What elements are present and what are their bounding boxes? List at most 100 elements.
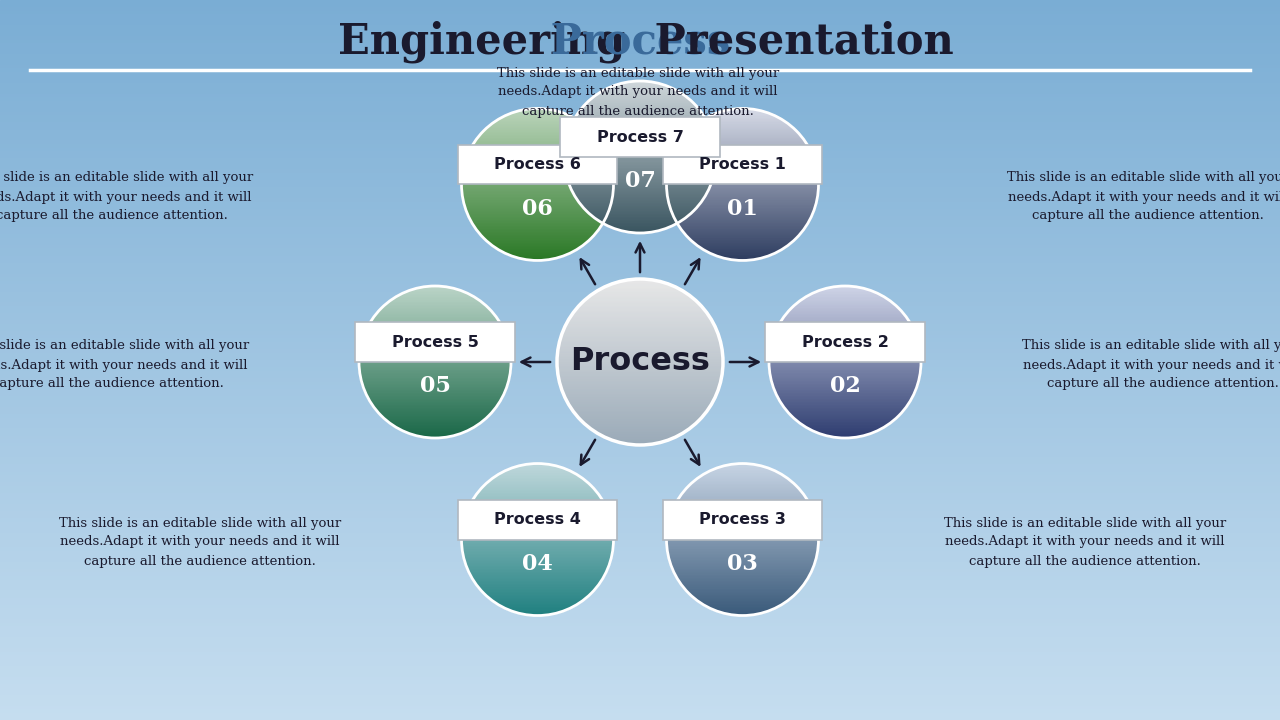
Polygon shape: [463, 557, 612, 558]
Bar: [0, 698, 1280, 702]
Polygon shape: [372, 318, 498, 320]
Bar: [0, 673, 1280, 677]
Polygon shape: [804, 426, 886, 428]
Polygon shape: [570, 405, 710, 407]
Polygon shape: [369, 398, 502, 400]
Bar: [0, 331, 1280, 335]
Polygon shape: [709, 469, 776, 471]
Polygon shape: [360, 348, 509, 350]
Bar: [0, 389, 1280, 392]
Polygon shape: [815, 291, 874, 292]
Polygon shape: [812, 431, 878, 432]
Polygon shape: [468, 215, 607, 217]
Polygon shape: [470, 575, 605, 576]
Polygon shape: [481, 486, 593, 488]
Polygon shape: [468, 151, 607, 153]
Polygon shape: [462, 529, 613, 531]
Text: 05: 05: [420, 375, 451, 397]
Polygon shape: [785, 315, 906, 316]
Polygon shape: [829, 436, 860, 438]
Polygon shape: [607, 87, 673, 89]
Polygon shape: [502, 251, 573, 253]
Polygon shape: [809, 429, 881, 431]
Polygon shape: [466, 209, 609, 210]
Polygon shape: [607, 225, 673, 227]
Polygon shape: [402, 292, 468, 294]
Polygon shape: [681, 584, 804, 585]
Polygon shape: [584, 423, 696, 425]
Polygon shape: [727, 259, 758, 261]
Bar: [0, 119, 1280, 122]
Polygon shape: [773, 387, 916, 388]
Polygon shape: [577, 305, 703, 307]
Polygon shape: [687, 591, 799, 593]
Polygon shape: [362, 338, 507, 339]
Polygon shape: [364, 336, 507, 338]
Polygon shape: [701, 474, 783, 476]
Polygon shape: [797, 301, 892, 302]
Bar: [0, 432, 1280, 436]
Polygon shape: [462, 172, 613, 174]
Polygon shape: [508, 113, 567, 114]
Polygon shape: [502, 606, 573, 608]
Polygon shape: [476, 494, 599, 495]
Polygon shape: [476, 584, 599, 585]
Polygon shape: [690, 128, 795, 130]
Polygon shape: [680, 495, 805, 497]
Polygon shape: [608, 284, 672, 286]
Polygon shape: [462, 180, 613, 181]
Polygon shape: [465, 207, 611, 209]
Polygon shape: [713, 609, 772, 611]
Polygon shape: [562, 334, 718, 336]
Polygon shape: [681, 139, 804, 140]
Bar: [0, 414, 1280, 418]
Bar: [0, 209, 1280, 212]
Polygon shape: [687, 131, 799, 132]
Polygon shape: [777, 395, 913, 397]
Polygon shape: [360, 371, 511, 373]
Polygon shape: [692, 598, 792, 599]
Polygon shape: [468, 153, 607, 154]
Polygon shape: [462, 184, 613, 186]
Bar: [0, 360, 1280, 364]
Polygon shape: [575, 309, 705, 310]
Polygon shape: [675, 218, 810, 220]
Bar: [0, 385, 1280, 389]
Polygon shape: [566, 140, 714, 142]
Bar: [0, 598, 1280, 601]
Polygon shape: [572, 122, 708, 124]
Polygon shape: [361, 343, 509, 346]
Bar: [0, 680, 1280, 684]
Polygon shape: [667, 191, 818, 192]
Polygon shape: [559, 338, 721, 341]
Bar: [0, 115, 1280, 119]
Polygon shape: [564, 397, 716, 398]
Polygon shape: [485, 483, 590, 485]
Polygon shape: [558, 372, 722, 374]
Polygon shape: [394, 426, 476, 428]
Polygon shape: [685, 488, 800, 490]
Bar: [0, 342, 1280, 346]
Polygon shape: [485, 239, 590, 240]
Bar: [0, 335, 1280, 338]
Bar: [0, 104, 1280, 108]
Polygon shape: [470, 150, 605, 151]
Polygon shape: [671, 564, 814, 565]
Polygon shape: [667, 529, 818, 531]
Text: This slide is an editable slide with all your
needs.Adapt it with your needs and: This slide is an editable slide with all…: [497, 66, 780, 117]
Polygon shape: [566, 139, 714, 140]
Bar: [0, 223, 1280, 227]
Polygon shape: [691, 482, 794, 483]
Polygon shape: [462, 192, 613, 194]
Bar: [0, 371, 1280, 374]
Polygon shape: [360, 356, 511, 357]
Polygon shape: [463, 521, 612, 523]
Bar: [0, 122, 1280, 126]
Polygon shape: [522, 259, 553, 261]
Bar: [0, 619, 1280, 623]
Polygon shape: [676, 502, 809, 503]
Polygon shape: [812, 292, 878, 294]
Text: 07: 07: [625, 171, 655, 192]
Bar: [0, 32, 1280, 36]
Text: Process 6: Process 6: [494, 157, 581, 172]
